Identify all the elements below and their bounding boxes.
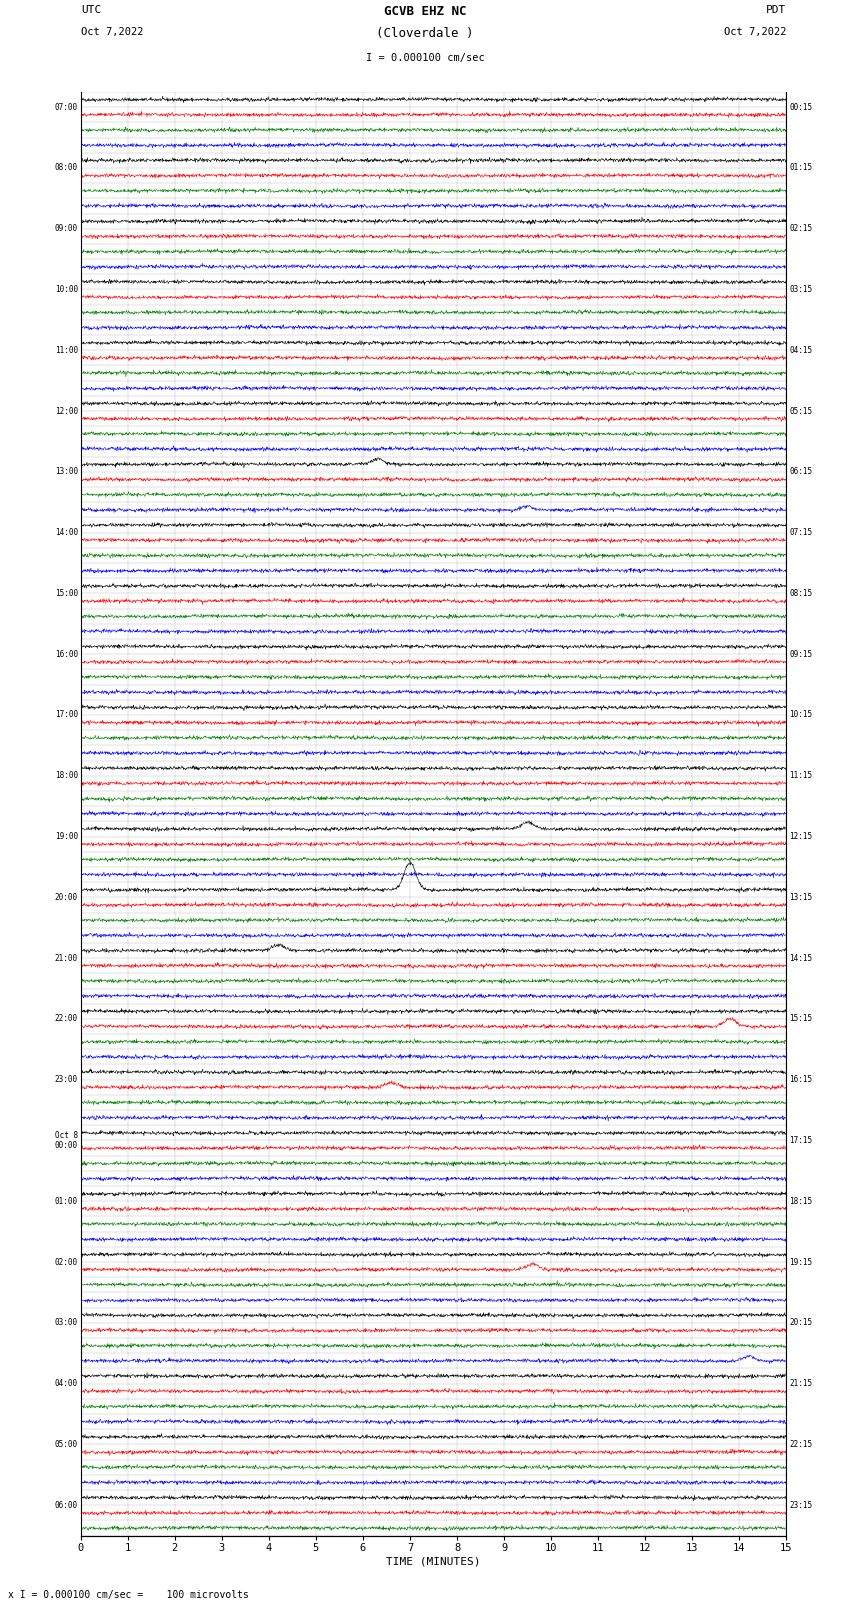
Text: Oct 7,2022: Oct 7,2022: [723, 27, 786, 37]
Text: x I = 0.000100 cm/sec =    100 microvolts: x I = 0.000100 cm/sec = 100 microvolts: [8, 1590, 249, 1600]
Text: I = 0.000100 cm/sec: I = 0.000100 cm/sec: [366, 53, 484, 63]
Text: UTC: UTC: [81, 5, 101, 15]
Text: PDT: PDT: [766, 5, 786, 15]
Text: (Cloverdale ): (Cloverdale ): [377, 27, 473, 40]
X-axis label: TIME (MINUTES): TIME (MINUTES): [386, 1557, 481, 1566]
Text: GCVB EHZ NC: GCVB EHZ NC: [383, 5, 467, 18]
Text: Oct 7,2022: Oct 7,2022: [81, 27, 144, 37]
